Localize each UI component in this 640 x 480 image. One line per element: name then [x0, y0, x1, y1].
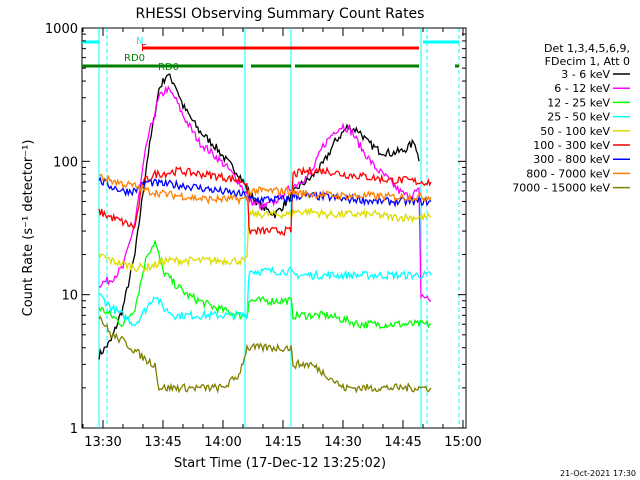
x-tick-label: 15:00: [444, 435, 481, 450]
x-tick-label: 14:00: [204, 435, 241, 450]
y-tick-label: 100: [53, 155, 78, 170]
legend: Det 1,3,4,5,6,9,FDecim 1, Att 03 - 6 keV…: [512, 42, 630, 195]
y-tick-label: 10: [61, 289, 78, 304]
x-tick-label: 13:45: [144, 435, 181, 450]
series-line: [98, 207, 432, 274]
legend-entry-label: 6 - 12 keV: [554, 82, 610, 95]
y-tick-label: 1000: [45, 22, 78, 37]
series-line: [98, 176, 432, 208]
state-bar-label: F: [141, 43, 147, 54]
series-line: [98, 265, 432, 327]
chart-title: RHESSI Observing Summary Count Rates: [136, 6, 425, 22]
legend-entry-label: 25 - 50 keV: [547, 111, 610, 124]
state-bar-label: RD0: [124, 53, 145, 64]
series-line: [98, 173, 432, 206]
series-line: [98, 85, 432, 302]
legend-header: Det 1,3,4,5,6,9,: [544, 42, 630, 55]
x-tick-label: 13:30: [84, 435, 121, 450]
y-axis-label: Count Rate (s⁻¹ detector⁻¹): [21, 140, 36, 317]
legend-entry-label: 12 - 25 keV: [547, 96, 610, 109]
series-line: [98, 240, 432, 330]
x-tick-label: 14:15: [264, 435, 301, 450]
plot-frame: [81, 27, 467, 429]
legend-entry-label: 7000 - 15000 keV: [512, 182, 610, 195]
legend-entry-label: 800 - 7000 keV: [526, 167, 610, 180]
series-line: [98, 73, 420, 360]
legend-entry-label: 3 - 6 keV: [561, 68, 610, 81]
x-tick-label: 14:30: [324, 435, 361, 450]
x-axis-label: Start Time (17-Dec-12 13:25:02): [174, 456, 386, 471]
x-tick-label: 14:45: [384, 435, 421, 450]
series-line: [98, 165, 432, 236]
footer-timestamp: 21-Oct-2021 17:30: [560, 469, 636, 478]
series-line: [98, 315, 432, 395]
y-tick-label: 1: [70, 422, 78, 437]
state-bar-label: N: [136, 36, 143, 47]
legend-entry-label: 100 - 300 keV: [533, 139, 610, 152]
state-bar-label: RD0: [158, 62, 179, 73]
legend-header: FDecim 1, Att 0: [545, 55, 630, 68]
legend-entry-label: 50 - 100 keV: [540, 125, 610, 138]
legend-entry-label: 300 - 800 keV: [533, 153, 610, 166]
